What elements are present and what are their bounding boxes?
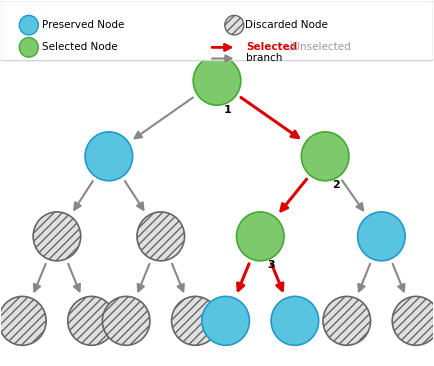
Circle shape (85, 132, 133, 181)
Circle shape (19, 15, 38, 35)
Text: branch: branch (246, 53, 283, 63)
Circle shape (301, 132, 349, 181)
Circle shape (19, 38, 38, 57)
Circle shape (225, 15, 244, 35)
Circle shape (68, 296, 115, 345)
Circle shape (0, 296, 46, 345)
FancyBboxPatch shape (1, 1, 433, 61)
Text: 3: 3 (267, 260, 275, 270)
Text: 2: 2 (332, 180, 340, 190)
Text: Selected: Selected (246, 42, 297, 52)
Circle shape (202, 296, 250, 345)
Text: Preserved Node: Preserved Node (42, 20, 124, 30)
Circle shape (102, 296, 150, 345)
Circle shape (137, 212, 184, 261)
Text: Selected Node: Selected Node (42, 42, 118, 52)
Circle shape (171, 296, 219, 345)
Circle shape (358, 212, 405, 261)
Text: Discarded Node: Discarded Node (245, 20, 328, 30)
Circle shape (271, 296, 319, 345)
Circle shape (323, 296, 371, 345)
Text: 1: 1 (224, 105, 232, 115)
Circle shape (193, 56, 241, 105)
Circle shape (237, 212, 284, 261)
Text: /Unselected: /Unselected (289, 42, 351, 52)
Circle shape (392, 296, 434, 345)
Circle shape (33, 212, 81, 261)
